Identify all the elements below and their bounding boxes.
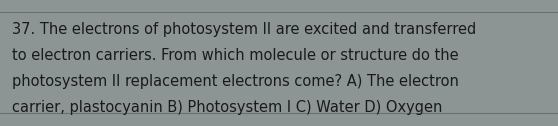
Text: to electron carriers. From which molecule or structure do the: to electron carriers. From which molecul… — [12, 48, 459, 63]
Text: carrier, plastocyanin B) Photosystem I C) Water D) Oxygen: carrier, plastocyanin B) Photosystem I C… — [12, 100, 442, 115]
Text: 37. The electrons of photosystem II are excited and transferred: 37. The electrons of photosystem II are … — [12, 22, 476, 37]
Text: photosystem II replacement electrons come? A) The electron: photosystem II replacement electrons com… — [12, 74, 459, 89]
